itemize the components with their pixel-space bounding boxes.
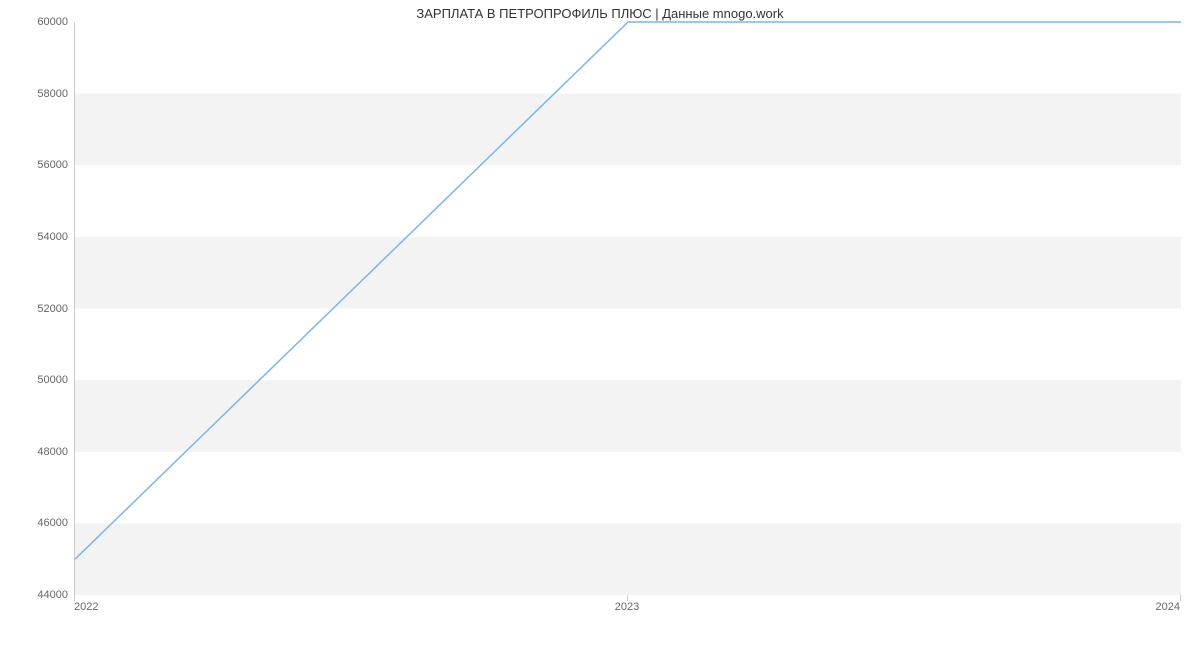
y-tick-label: 56000 [37,159,68,171]
grid-band [75,237,1181,309]
y-tick-label: 50000 [37,374,68,386]
chart-title: ЗАРПЛАТА В ПЕТРОПРОФИЛЬ ПЛЮС | Данные mn… [0,6,1200,21]
grid-band [75,380,1181,452]
x-tick-label: 2023 [615,601,639,613]
y-tick-label: 60000 [37,16,68,28]
chart-svg [75,22,1180,594]
x-tick-label: 2024 [1156,601,1180,613]
y-tick-label: 54000 [37,231,68,243]
salary-chart: ЗАРПЛАТА В ПЕТРОПРОФИЛЬ ПЛЮС | Данные mn… [0,0,1200,650]
x-tick-mark [627,595,628,601]
x-tick-mark [74,595,75,601]
y-tick-label: 48000 [37,446,68,458]
grid-band [75,523,1181,595]
y-tick-label: 44000 [37,589,68,601]
plot-area [74,22,1180,595]
x-tick-label: 2022 [74,601,98,613]
y-tick-label: 52000 [37,303,68,315]
x-tick-mark [1180,595,1181,601]
y-tick-label: 58000 [37,88,68,100]
y-tick-label: 46000 [37,517,68,529]
grid-band [75,94,1181,166]
